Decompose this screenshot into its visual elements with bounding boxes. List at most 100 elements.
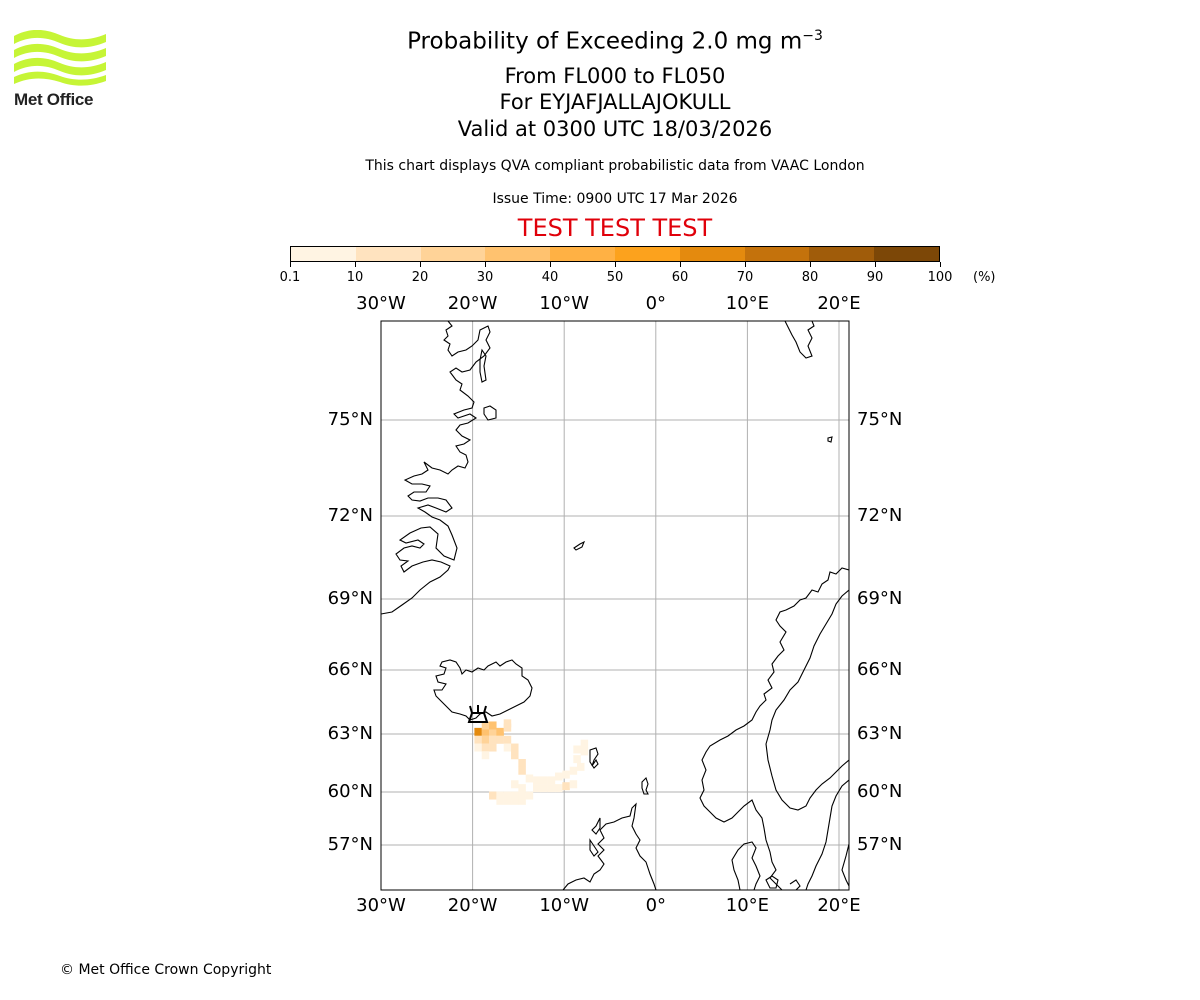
colorbar-unit: (%) (973, 270, 996, 285)
plume-cell (580, 747, 589, 756)
lon-label-top: 20°W (447, 293, 498, 314)
plume-cell (496, 727, 504, 736)
volcano-name: For EYJAFJALLAJOKULL (499, 90, 731, 114)
plume-cell (511, 780, 519, 789)
lon-label-top: 30°W (356, 293, 406, 314)
plume-cell (489, 791, 497, 800)
lat-label-left: 63°N (327, 723, 373, 744)
plume-cell (518, 796, 526, 805)
plume-cell (496, 796, 504, 805)
lat-label-left: 69°N (327, 588, 373, 609)
plume-cell (496, 791, 504, 800)
colorbar-segment (874, 247, 939, 261)
colorbar-tick-label: 30 (476, 270, 494, 285)
volcano-source-marker (467, 705, 489, 723)
plume-cell (573, 755, 581, 764)
graticule (380, 321, 849, 890)
map-frame (380, 320, 850, 891)
met-office-waves-icon (14, 29, 106, 86)
lat-label-left: 72°N (327, 505, 373, 526)
colorbar-tick (679, 262, 681, 267)
colorbar-tick (744, 262, 746, 267)
colorbar-tick-label: 50 (606, 270, 624, 285)
lon-label-bottom: 10°W (539, 895, 590, 916)
plume-cell (489, 743, 497, 752)
coastline-shetland (641, 776, 649, 795)
coastline-jan-mayen (573, 540, 586, 551)
chart-title: Probability of Exceeding 2.0 mg m−3 (407, 28, 823, 55)
lat-label-left: 75°N (327, 409, 373, 430)
plume-cell (525, 791, 534, 800)
plume-cell (474, 743, 482, 752)
plume-cell (503, 735, 512, 744)
plume-cell (533, 776, 541, 785)
colorbar-segment (614, 247, 680, 261)
colorbar-tick (809, 262, 811, 267)
colorbar-segment (291, 247, 356, 261)
plume-cell (518, 766, 526, 775)
colorbar-tick-label: 10 (346, 270, 364, 285)
colorbar-segment (550, 247, 615, 261)
plume-cell (562, 770, 570, 779)
coastline-greenland (381, 321, 491, 615)
coastline-scotland (562, 802, 657, 890)
colorbar-tick (419, 262, 421, 267)
colorbar-tick (289, 262, 291, 267)
colorbar-tick (484, 262, 486, 267)
lat-label-right: 69°N (857, 588, 903, 609)
valid-time: Valid at 0300 UTC 18/03/2026 (457, 117, 773, 141)
plume-cell (474, 735, 482, 744)
colorbar-tick-label: 100 (927, 270, 953, 285)
plume-cell (503, 743, 512, 752)
issue-time: Issue Time: 0900 UTC 17 Mar 2026 (492, 191, 738, 207)
plume-cell (489, 721, 497, 730)
colorbar-segment (679, 247, 745, 261)
colorbar-tick (614, 262, 616, 267)
plume-cell (518, 759, 526, 767)
colorbar-segment (420, 247, 486, 261)
lon-label-top: 10°E (725, 293, 770, 314)
plume-cell (489, 735, 497, 744)
plume-cell (511, 791, 519, 800)
plume-cell (555, 784, 563, 793)
lat-label-right: 57°N (857, 834, 903, 855)
coastline-faroe-islands (589, 747, 599, 769)
plume-cell (569, 780, 578, 789)
copyright-notice: © Met Office Crown Copyright (60, 962, 272, 978)
plume-cell (518, 791, 526, 800)
plume-cell (540, 784, 548, 793)
plume-cell (481, 735, 490, 744)
plume-cell (503, 791, 512, 800)
met-office-logo: Met Office (14, 29, 106, 112)
lon-label-bottom: 20°E (817, 895, 861, 916)
lat-label-right: 75°N (857, 409, 903, 430)
lat-label-right: 60°N (857, 781, 903, 802)
coastline-norway (699, 567, 849, 890)
plume-cell (503, 796, 512, 805)
plume-cell (503, 719, 512, 728)
colorbar-tick-label: 80 (801, 270, 819, 285)
coastline-denmark (731, 841, 761, 890)
plume-cell (562, 782, 570, 791)
plume-cell (573, 745, 581, 754)
lon-label-top: 10°W (539, 293, 590, 314)
lon-label-top: 20°E (817, 293, 861, 314)
plume-cell (481, 751, 490, 760)
plume-cell (518, 784, 526, 793)
colorbar-tick-label: 40 (541, 270, 559, 285)
plume-cell (511, 751, 519, 760)
plume-cell (481, 727, 490, 736)
plume-cell (580, 739, 589, 748)
lon-label-top: 0° (645, 293, 667, 314)
colorbar-tick (354, 262, 356, 267)
chart-description: This chart displays QVA compliant probab… (365, 158, 865, 174)
colorbar-segment (809, 247, 875, 261)
coastline-iceland (433, 659, 533, 721)
plume-cell (569, 766, 578, 775)
colorbar-tick-label: 90 (866, 270, 884, 285)
lat-label-left: 60°N (327, 781, 373, 802)
logo-text: Met Office (14, 90, 94, 109)
plume-cell (503, 723, 512, 732)
coastline-svalbard (784, 321, 815, 359)
